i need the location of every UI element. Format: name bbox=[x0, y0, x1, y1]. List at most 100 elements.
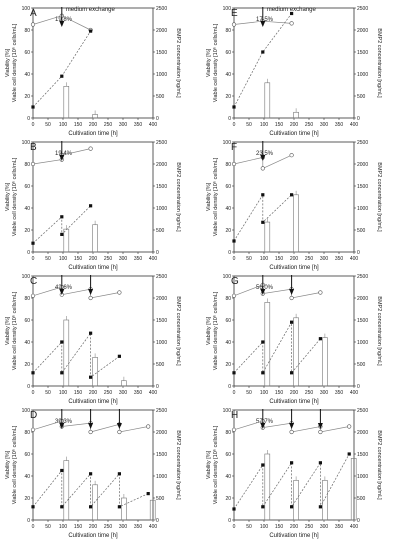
y-left-inner-label: Viable cell density [10⁶ cells/mL] bbox=[11, 425, 18, 504]
vcd-point bbox=[318, 337, 322, 341]
x-tick-label: 350 bbox=[335, 256, 344, 262]
exchange-arrowhead bbox=[289, 289, 295, 295]
panel-E: E17.5%0501001502002503003504000204060801… bbox=[206, 6, 382, 137]
y-right-tick-label: 1500 bbox=[357, 184, 368, 190]
x-tick-label: 50 bbox=[45, 122, 51, 128]
y-right-tick-label: 2000 bbox=[357, 162, 368, 168]
percent-label: 17.5% bbox=[256, 17, 274, 23]
y-right-tick-label: 500 bbox=[156, 228, 165, 234]
viability-point bbox=[289, 21, 294, 26]
x-tick-label: 200 bbox=[290, 256, 299, 262]
y-left-outer-label: Viability [%] bbox=[206, 316, 212, 345]
panel-G: G56.0%0 50 100 150 200 250 300 350 4000204060801… bbox=[206, 274, 382, 405]
y-right-tick-label: 2500 bbox=[156, 274, 167, 280]
viability-point bbox=[347, 424, 352, 429]
y-right-tick-label: 1000 bbox=[156, 340, 167, 346]
viability-line bbox=[233, 154, 292, 169]
vcd-point bbox=[232, 239, 236, 243]
y-left-tick-label: 60 bbox=[24, 50, 30, 56]
x-tick-label: 400 bbox=[149, 390, 158, 396]
y-right-tick-label: 1000 bbox=[357, 474, 368, 480]
bmp2-bar bbox=[92, 357, 98, 387]
y-left-inner-label: Viable cell density [10⁶ cells/mL] bbox=[212, 157, 219, 236]
panel-A: A19.8%0 50 100 150 200 250 300 350 4000204060801… bbox=[5, 6, 181, 137]
y-left-tick-label: 40 bbox=[24, 474, 30, 480]
x-tick-label: 350 bbox=[134, 390, 143, 396]
bmp2-bar bbox=[92, 484, 98, 521]
x-tick-label: 350 bbox=[335, 390, 344, 396]
x-tick-label: 250 bbox=[305, 524, 314, 530]
x-tick-label: 250 bbox=[305, 390, 314, 396]
y-left-outer-label: Viability [%] bbox=[5, 182, 11, 211]
y-right-tick-label: 2500 bbox=[357, 274, 368, 280]
exchange-arrowhead bbox=[317, 423, 323, 429]
vcd-line bbox=[32, 30, 91, 108]
panel-H: H57.7%0501001502002503003504000204060801… bbox=[206, 408, 382, 539]
y-right-tick-label: 0 bbox=[357, 116, 360, 122]
y-right-tick-label: 1500 bbox=[357, 452, 368, 458]
x-tick-label: 200 bbox=[89, 256, 98, 262]
x-axis-label: Cultivation time [h] bbox=[269, 533, 319, 539]
x-tick-label: 200 bbox=[290, 524, 299, 530]
y-right-tick-label: 1500 bbox=[357, 50, 368, 56]
y-left-outer-label: Viability [%] bbox=[5, 450, 11, 479]
vcd-line bbox=[32, 469, 149, 508]
x-axis-label: Cultivation time [h] bbox=[269, 265, 319, 271]
bmp2-bar bbox=[63, 460, 70, 521]
bmp2-bar bbox=[293, 111, 299, 119]
x-tick-label: 50 bbox=[45, 390, 51, 396]
vcd-line bbox=[233, 193, 292, 242]
viability-point bbox=[117, 290, 122, 295]
y-right-tick-label: 1000 bbox=[357, 72, 368, 78]
viability-point bbox=[318, 429, 323, 435]
exchange-arrowhead bbox=[59, 155, 65, 161]
x-tick-label: 50 bbox=[45, 256, 51, 262]
y-right-tick-label: 2000 bbox=[156, 430, 167, 436]
vcd-point bbox=[60, 74, 64, 78]
x-axis-label: Cultivation time [h] bbox=[269, 399, 319, 405]
y-left-tick-label: 20 bbox=[225, 94, 231, 100]
bmp2-bar bbox=[264, 453, 271, 521]
panel-F: F23.5%0 50 100 150 200 250 300 350 4000204060801… bbox=[206, 140, 382, 271]
bmp2-bar bbox=[92, 114, 98, 119]
exchange-arrowhead bbox=[260, 155, 266, 161]
y-left-outer-label: Viability [%] bbox=[206, 450, 212, 479]
y-left-tick-label: 40 bbox=[24, 206, 30, 212]
x-tick-label: 250 bbox=[305, 122, 314, 128]
x-tick-label: 400 bbox=[149, 122, 158, 128]
vcd-point bbox=[261, 340, 265, 344]
y-right-label: BMP2 concentration [ng/mL] bbox=[175, 430, 181, 500]
plot-frame bbox=[233, 409, 355, 521]
x-tick-label: 100 bbox=[59, 122, 68, 128]
viability-point bbox=[231, 293, 237, 298]
viability-point bbox=[289, 295, 294, 301]
plot-frame bbox=[32, 7, 154, 119]
y-left-tick-label: 60 bbox=[225, 318, 231, 324]
y-right-tick-label: 0 bbox=[156, 250, 159, 256]
percent-label: 43.6% bbox=[55, 285, 73, 291]
x-tick-label: 400 bbox=[350, 390, 359, 396]
y-right-tick-label: 1000 bbox=[357, 340, 368, 346]
x-tick-label: 300 bbox=[320, 122, 329, 128]
x-tick-label: 200 bbox=[290, 122, 299, 128]
x-tick-label: 150 bbox=[74, 524, 83, 530]
y-right-tick-label: 2000 bbox=[156, 296, 167, 302]
y-left-tick-label: 0 bbox=[228, 384, 231, 390]
bmp2-bar bbox=[92, 224, 98, 253]
x-tick-label: 400 bbox=[149, 256, 158, 262]
vcd-point bbox=[31, 505, 35, 509]
vcd-point bbox=[89, 204, 93, 208]
vcd-point bbox=[347, 452, 351, 456]
y-right-label: BMP2 concentration [ng/mL] bbox=[175, 162, 181, 232]
y-right-label: BMP2 concentration [ng/mL] bbox=[376, 430, 382, 500]
plot-frame bbox=[32, 141, 154, 253]
vcd-point bbox=[318, 505, 322, 509]
y-right-label: BMP2 concentration [ng/mL] bbox=[175, 28, 181, 98]
y-right-tick-label: 2500 bbox=[357, 408, 368, 414]
y-left-tick-label: 40 bbox=[225, 340, 231, 346]
x-tick-label: 400 bbox=[350, 256, 359, 262]
y-left-inner-label: Viable cell density [10⁶ cells/mL] bbox=[11, 23, 18, 102]
vcd-point bbox=[89, 29, 93, 33]
vcd-point bbox=[89, 331, 93, 335]
